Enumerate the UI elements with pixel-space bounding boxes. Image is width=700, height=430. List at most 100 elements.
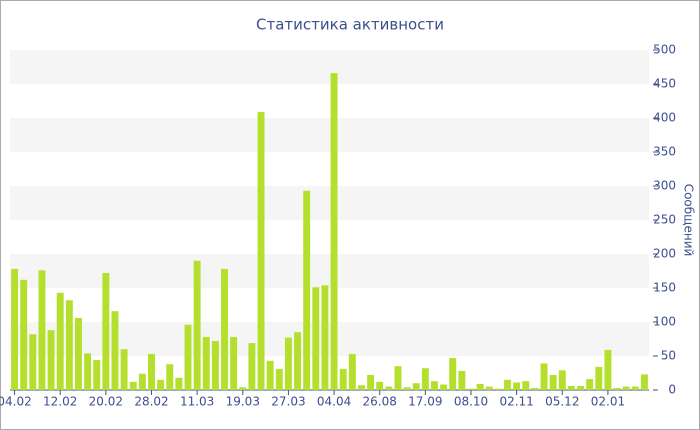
bar bbox=[275, 368, 283, 390]
bar bbox=[211, 341, 219, 390]
bar bbox=[504, 379, 511, 390]
bar bbox=[129, 381, 137, 390]
y-tick-label: 100 bbox=[653, 315, 676, 329]
bar bbox=[56, 292, 64, 390]
bar bbox=[412, 383, 420, 390]
bar bbox=[312, 287, 320, 390]
bar bbox=[421, 368, 429, 390]
bar bbox=[330, 73, 338, 391]
grid-band bbox=[10, 118, 649, 152]
bar bbox=[93, 360, 101, 390]
bar bbox=[321, 285, 329, 390]
x-tick-label: 20.02 bbox=[89, 395, 123, 409]
bar bbox=[431, 381, 438, 390]
bar bbox=[294, 332, 302, 390]
x-tick-label: 04.04 bbox=[317, 395, 351, 409]
bar bbox=[622, 386, 630, 390]
bar bbox=[102, 273, 110, 390]
bar bbox=[522, 381, 530, 390]
bar bbox=[513, 382, 521, 390]
x-tick-label: 05.12 bbox=[545, 395, 579, 409]
bar bbox=[577, 385, 585, 390]
bar bbox=[595, 366, 603, 390]
bar bbox=[266, 360, 274, 390]
bar bbox=[120, 349, 128, 390]
y-tick-label: 250 bbox=[653, 213, 676, 227]
x-tick-label: 19.03 bbox=[226, 395, 260, 409]
bar bbox=[230, 336, 238, 390]
grid-band bbox=[10, 50, 649, 84]
bar bbox=[65, 300, 73, 390]
x-tick-label: 02.01 bbox=[591, 395, 625, 409]
bar bbox=[175, 377, 183, 390]
bar bbox=[458, 370, 466, 390]
bar bbox=[631, 386, 639, 390]
y-tick-label: 300 bbox=[653, 179, 676, 193]
bar bbox=[357, 385, 365, 390]
bar bbox=[184, 324, 192, 390]
x-tick-label: 08.10 bbox=[454, 395, 488, 409]
x-tick-label: 12.02 bbox=[43, 395, 77, 409]
bar bbox=[558, 370, 566, 390]
y-tick-label: 50 bbox=[661, 349, 676, 363]
bar bbox=[74, 317, 82, 390]
bar bbox=[604, 349, 612, 390]
bar bbox=[157, 379, 165, 390]
bar bbox=[586, 379, 594, 390]
y-tick-label: 450 bbox=[653, 77, 676, 91]
bar bbox=[476, 383, 484, 390]
y-tick-label: 0 bbox=[668, 383, 676, 397]
bar bbox=[248, 343, 256, 390]
bar bbox=[11, 268, 19, 390]
bar bbox=[549, 375, 557, 390]
bar bbox=[403, 387, 411, 390]
bar bbox=[440, 384, 448, 390]
bar bbox=[84, 353, 92, 390]
bar bbox=[193, 260, 201, 390]
bar bbox=[485, 386, 493, 390]
y-axis-label: Сообщений bbox=[682, 184, 696, 257]
bar bbox=[221, 268, 228, 390]
bar bbox=[38, 270, 46, 390]
bar bbox=[640, 374, 648, 390]
bar bbox=[385, 386, 393, 390]
bar bbox=[202, 336, 210, 390]
bar bbox=[494, 388, 502, 390]
y-tick-label: 350 bbox=[653, 145, 676, 159]
bar bbox=[47, 330, 55, 390]
bar bbox=[540, 363, 548, 390]
x-tick-label: 27.03 bbox=[271, 395, 305, 409]
grid-band bbox=[10, 254, 649, 288]
x-tick-label: 17.09 bbox=[408, 395, 442, 409]
bar bbox=[166, 364, 174, 390]
bar bbox=[138, 373, 146, 390]
bar bbox=[613, 387, 621, 390]
bar bbox=[20, 279, 28, 390]
bar bbox=[239, 387, 247, 390]
bar bbox=[449, 358, 457, 390]
bar bbox=[339, 368, 347, 390]
bar bbox=[567, 385, 575, 390]
bar bbox=[394, 366, 402, 390]
x-tick-label: 02.11 bbox=[499, 395, 533, 409]
bar bbox=[29, 334, 37, 390]
bar bbox=[111, 311, 119, 390]
y-tick-label: 200 bbox=[653, 247, 676, 261]
y-tick-label: 400 bbox=[653, 111, 676, 125]
x-tick-label: 28.02 bbox=[134, 395, 168, 409]
bar bbox=[467, 388, 475, 390]
chart-title: Статистика активности bbox=[256, 16, 444, 34]
x-tick-label: 11.03 bbox=[180, 395, 214, 409]
grid-band bbox=[10, 186, 649, 220]
bar bbox=[531, 387, 539, 390]
bar bbox=[367, 375, 375, 390]
bar bbox=[376, 381, 384, 390]
bar bbox=[303, 190, 311, 390]
bar bbox=[148, 353, 155, 390]
bar bbox=[284, 337, 292, 390]
bar bbox=[257, 111, 265, 390]
x-tick-label: 04.02 bbox=[0, 395, 32, 409]
x-tick-label: 26.08 bbox=[363, 395, 397, 409]
